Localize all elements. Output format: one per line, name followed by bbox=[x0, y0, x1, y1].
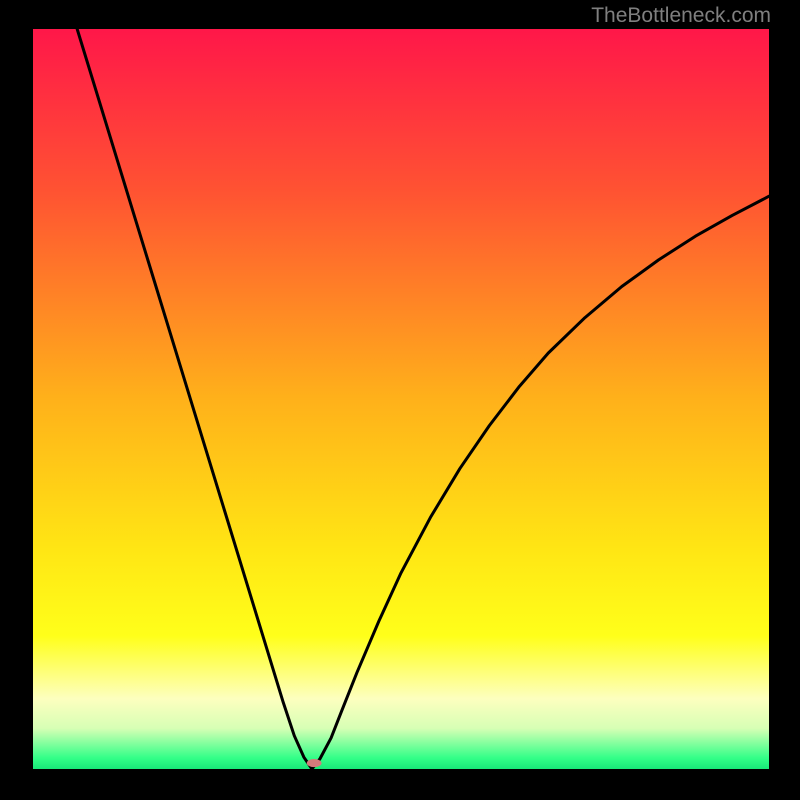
gradient-background bbox=[33, 29, 769, 769]
watermark-text: TheBottleneck.com bbox=[591, 4, 771, 28]
chart-svg bbox=[33, 29, 769, 769]
plot-area bbox=[33, 29, 769, 769]
optimal-point-marker bbox=[307, 759, 322, 767]
